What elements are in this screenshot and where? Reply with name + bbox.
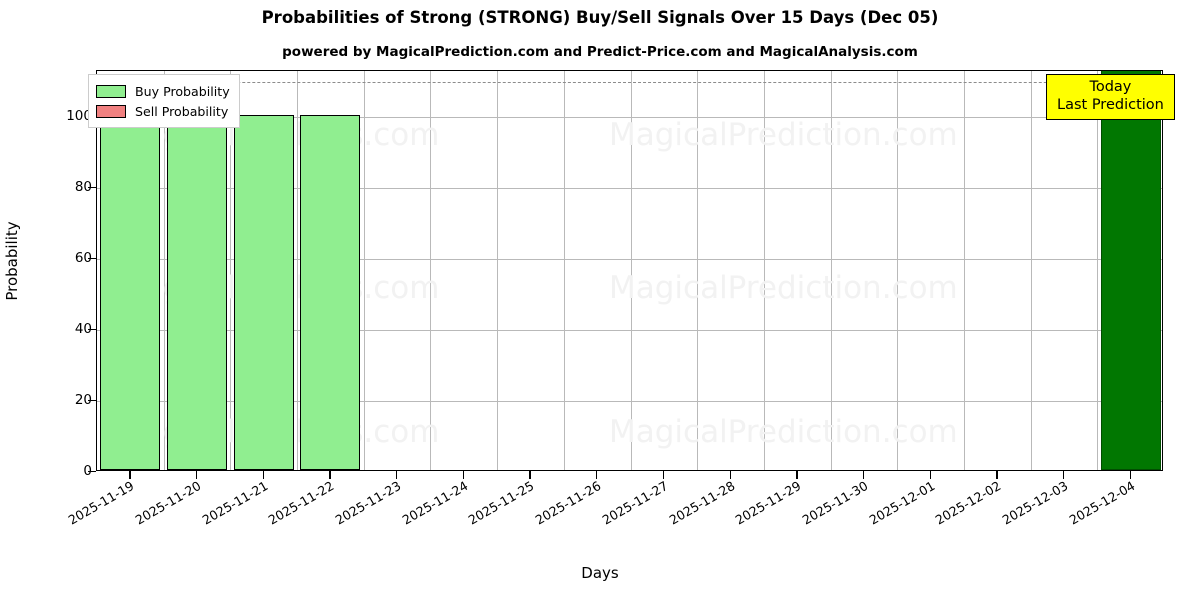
gridline-vertical	[697, 71, 699, 470]
plot-area: MagicalAnalysis.comMagicalPrediction.com…	[96, 70, 1163, 471]
gridline-vertical	[830, 71, 832, 470]
y-axis-tick-label: 80	[74, 179, 92, 196]
chart-subtitle: powered by MagicalPrediction.com and Pre…	[282, 44, 918, 60]
y-axis-tick-mark	[88, 328, 96, 330]
x-axis-tick-mark	[1129, 471, 1131, 479]
bar-buy[interactable]	[233, 115, 294, 470]
gridline-horizontal	[97, 259, 1162, 261]
x-axis-tick-mark	[996, 471, 998, 479]
today-annotation: Today Last Prediction	[1046, 74, 1175, 121]
x-axis-tick-mark	[929, 471, 931, 479]
gridline-vertical	[563, 71, 565, 470]
y-axis-tick-label: 40	[74, 321, 92, 338]
gridline-horizontal	[97, 117, 1162, 119]
gridline-horizontal	[97, 188, 1162, 190]
bar-buy[interactable]	[167, 115, 228, 470]
x-axis-label: Days	[581, 564, 619, 582]
gridline-horizontal	[97, 401, 1162, 403]
gridline-vertical	[763, 71, 765, 470]
bar-buy[interactable]	[300, 115, 361, 470]
x-axis-tick-mark	[596, 471, 598, 479]
gridline-vertical	[1030, 71, 1032, 470]
gridline-vertical	[163, 71, 165, 470]
watermark: MagicalPrediction.com	[609, 413, 958, 450]
x-axis-tick-mark	[262, 471, 265, 479]
gridline-vertical	[1097, 71, 1099, 470]
chart-legend: Buy Probability Sell Probability	[88, 74, 240, 128]
legend-item-buy: Buy Probability	[96, 81, 230, 101]
y-axis-tick-mark	[88, 257, 96, 259]
x-axis-tick-mark	[729, 471, 731, 479]
x-axis-tick-mark	[462, 471, 465, 479]
y-axis-tick-label: 100	[66, 108, 92, 125]
x-axis-tick-mark	[529, 471, 531, 479]
gridline-vertical	[897, 71, 899, 470]
gridline-vertical	[963, 71, 965, 470]
reference-line	[97, 81, 1162, 83]
legend-swatch-buy	[96, 84, 126, 98]
gridline-horizontal	[97, 330, 1162, 332]
gridline-vertical	[630, 71, 632, 470]
x-axis-tick-mark	[329, 471, 331, 479]
y-axis-tick-label: 0	[32, 463, 92, 479]
x-axis-tick-mark	[862, 471, 865, 479]
gridline-vertical	[297, 71, 299, 470]
gridline-vertical	[497, 71, 499, 470]
x-axis-tick-mark	[796, 471, 798, 479]
gridline-vertical	[430, 71, 432, 470]
gridline-vertical	[363, 71, 365, 470]
legend-swatch-sell	[96, 104, 126, 118]
legend-item-sell: Sell Probability	[96, 101, 230, 121]
legend-label-sell: Sell Probability	[135, 103, 229, 119]
x-axis-tick-mark	[396, 471, 398, 479]
watermark: MagicalPrediction.com	[609, 117, 958, 154]
bar-buy[interactable]	[100, 115, 161, 470]
y-axis-label: Probability	[3, 221, 21, 301]
x-axis-tick-mark	[129, 471, 131, 479]
y-axis-tick-label: 60	[74, 250, 92, 267]
y-axis-tick-label: 20	[74, 392, 92, 409]
x-axis-tick-mark	[662, 471, 665, 479]
legend-label-buy: Buy Probability	[135, 83, 230, 99]
y-axis-tick-mark	[88, 399, 96, 401]
bar-today[interactable]	[1100, 71, 1161, 470]
x-axis-tick-mark	[1062, 471, 1065, 479]
y-axis-tick-mark	[88, 470, 96, 472]
gridline-vertical	[230, 71, 232, 470]
chart-title: Probabilities of Strong (STRONG) Buy/Sel…	[261, 8, 939, 27]
y-axis-tick-mark	[88, 186, 96, 188]
watermark: MagicalPrediction.com	[609, 269, 958, 306]
x-axis-tick-mark	[196, 471, 198, 479]
today-annotation-line1: Today	[1089, 79, 1132, 95]
today-annotation-line2: Last Prediction	[1057, 96, 1164, 113]
